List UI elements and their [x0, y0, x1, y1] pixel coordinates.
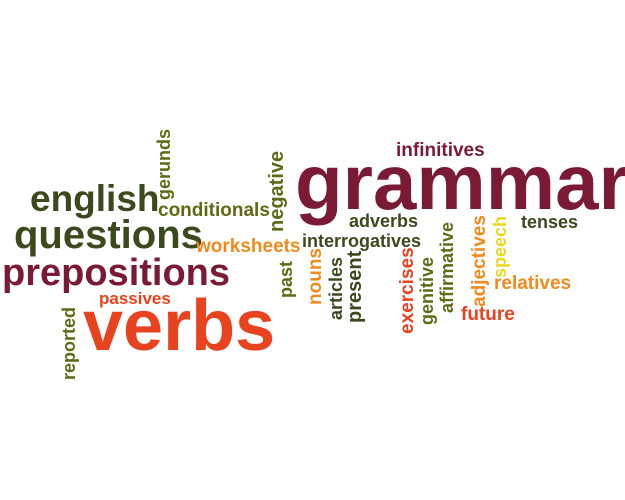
word-future: future [461, 304, 515, 325]
word-prepositions: prepositions [2, 252, 231, 294]
word-verbs: verbs [83, 286, 276, 366]
word-conditionals: conditionals [158, 200, 270, 221]
word-reported: reported [59, 306, 79, 380]
word-english: english [30, 178, 160, 219]
word-speech: speech [490, 215, 510, 278]
word-affirmative: affirmative [437, 221, 457, 313]
word-grammar: grammar [295, 138, 625, 226]
word-adjectives: adjectives [469, 215, 490, 307]
word-questions: questions [14, 213, 203, 257]
word-worksheets: worksheets [196, 236, 301, 257]
word-nouns: nouns [305, 248, 326, 305]
word-tenses: tenses [521, 212, 579, 232]
word-exercises: exercises [397, 247, 418, 334]
word-adverbs: adverbs [349, 211, 419, 231]
word-gerunds: gerunds [154, 128, 174, 200]
word-relatives: relatives [494, 273, 572, 294]
word-infinitives: infinitives [396, 140, 485, 161]
word-present: present [344, 250, 366, 323]
word-genitive: genitive [417, 256, 437, 325]
word-past: past [276, 260, 296, 298]
word-passives: passives [99, 289, 171, 308]
word-negative: negative [266, 150, 288, 232]
word-interrogatives: interrogatives [302, 231, 422, 251]
word-articles: articles [326, 256, 346, 320]
